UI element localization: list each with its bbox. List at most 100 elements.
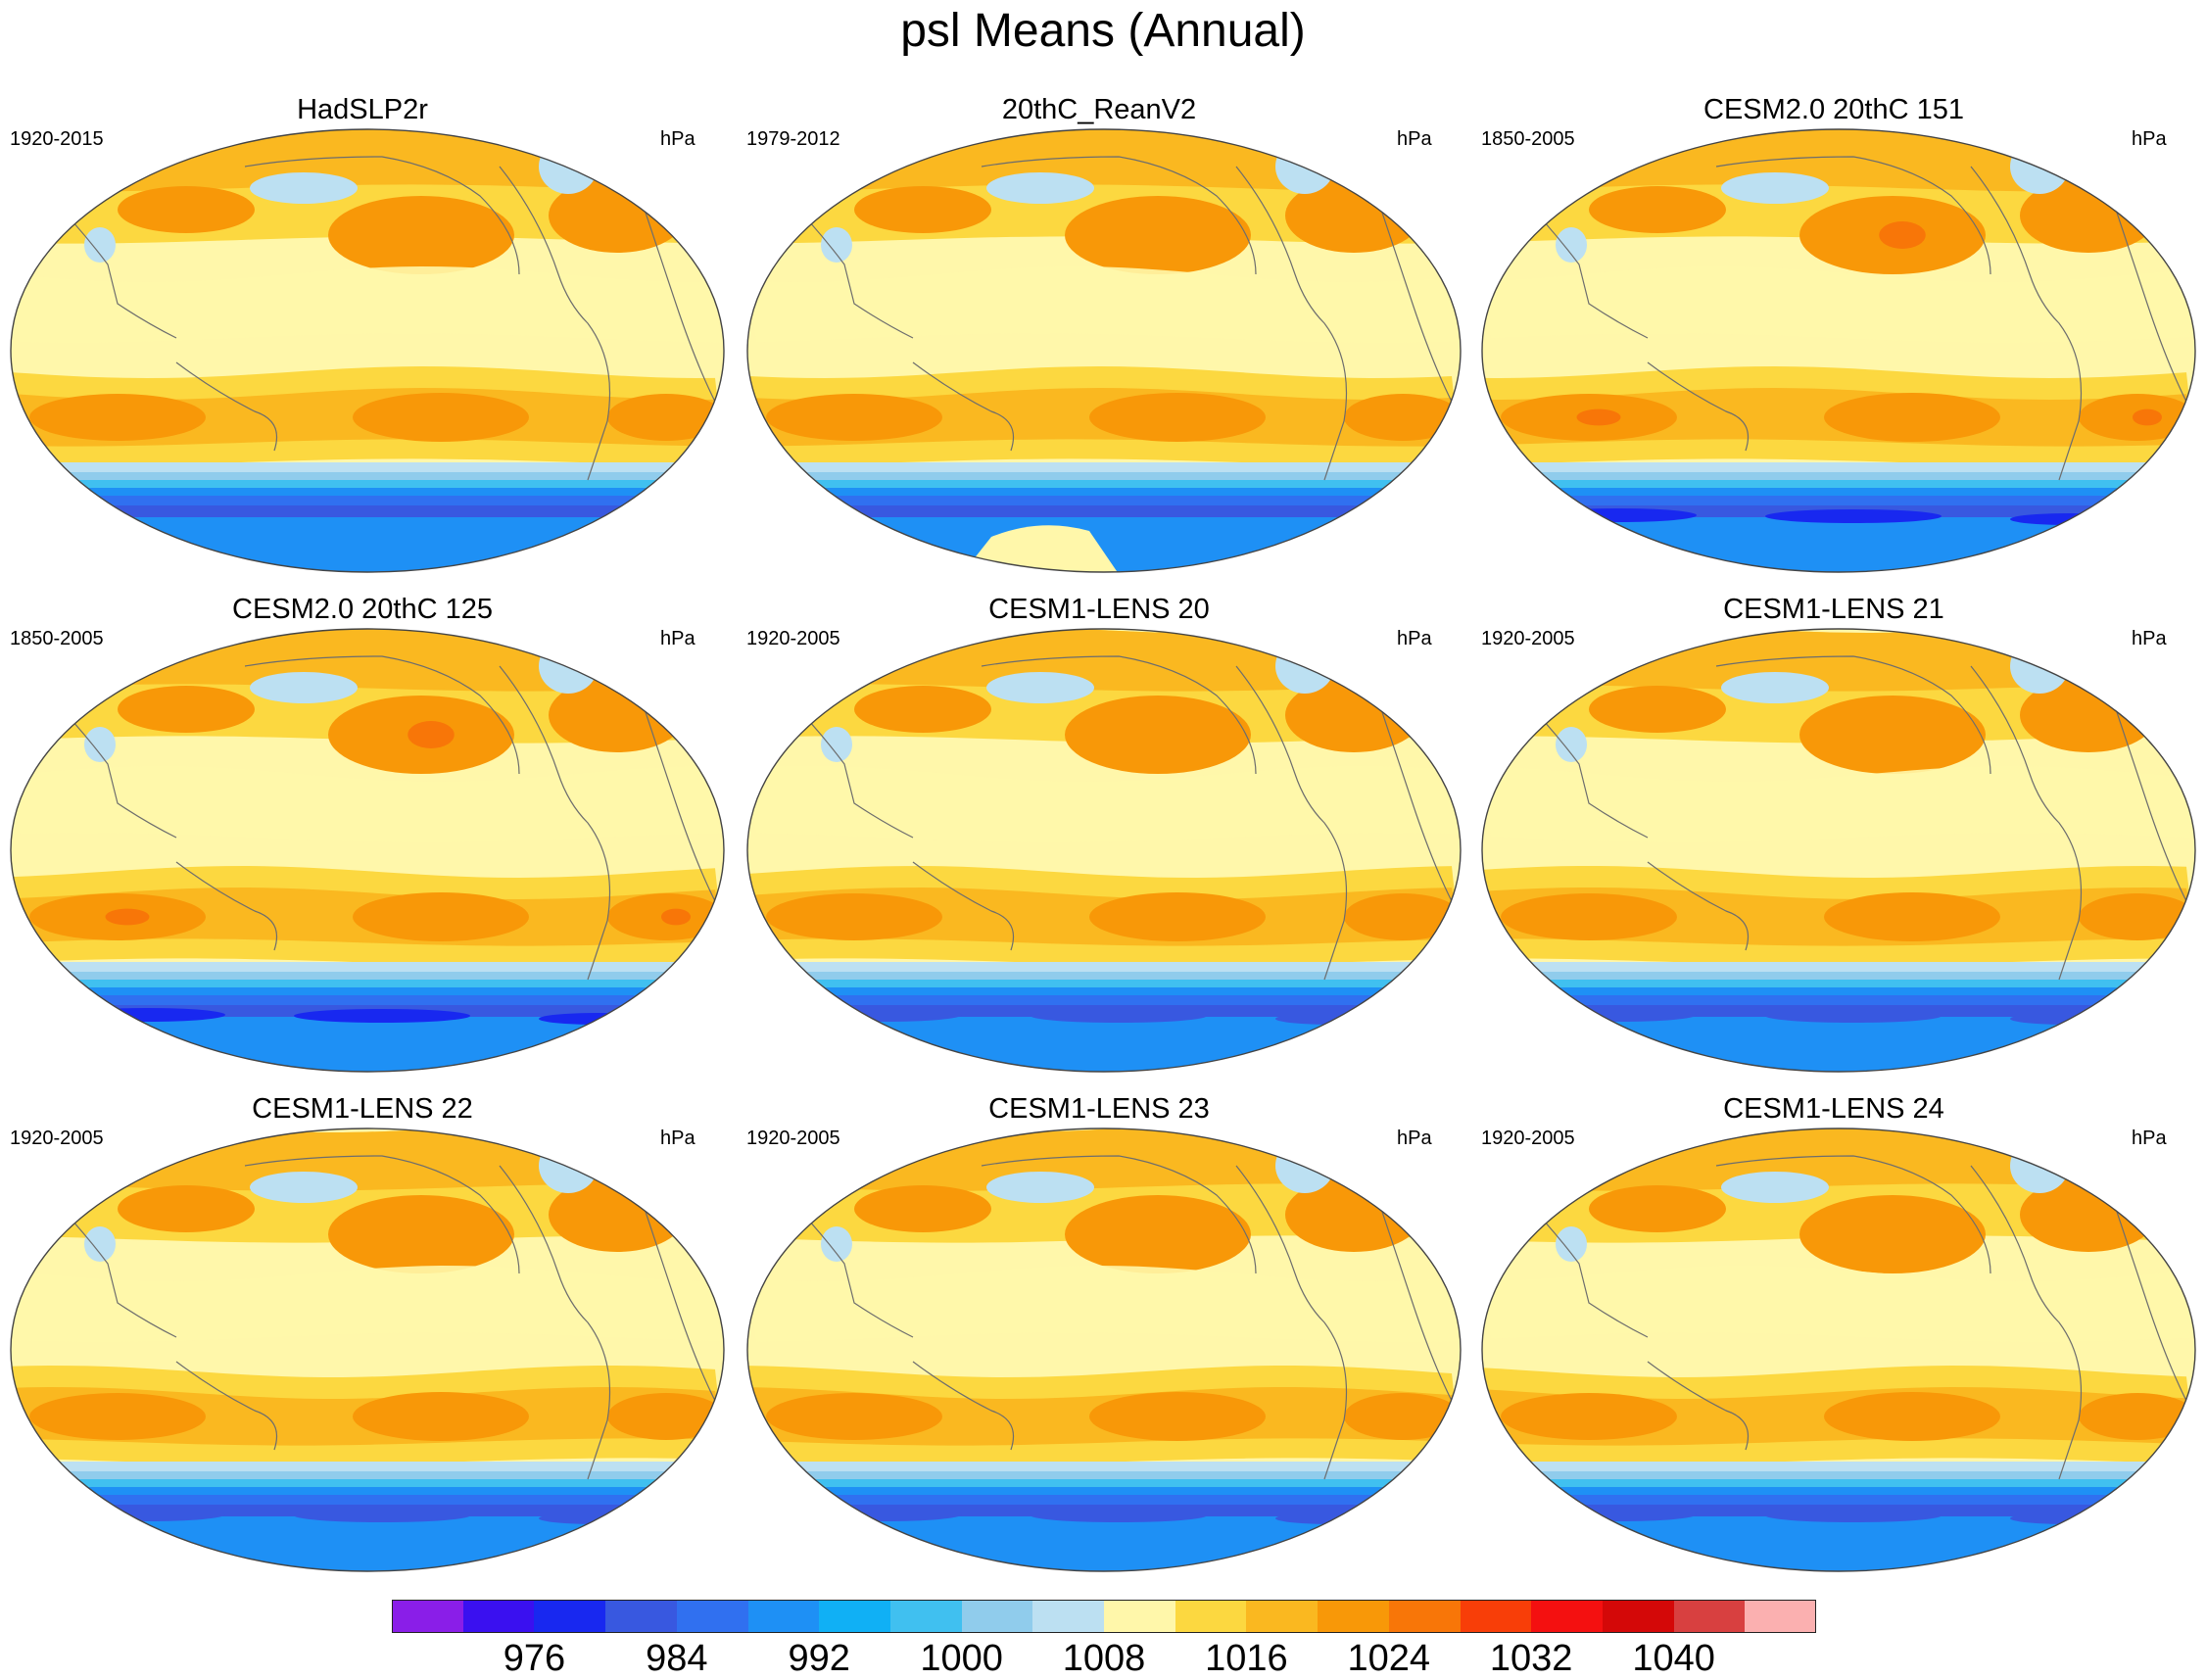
asian-monsoon-low bbox=[821, 1226, 852, 1262]
colorbar-box bbox=[1318, 1600, 1390, 1633]
aleutian-low bbox=[1721, 672, 1829, 703]
nh-pacific-high-east bbox=[1065, 1195, 1251, 1273]
psl-map bbox=[1481, 1128, 2196, 1572]
southern-ocean-band bbox=[11, 972, 724, 980]
southern-ocean-band bbox=[11, 1479, 724, 1487]
antarctic-region bbox=[1482, 1017, 2195, 1072]
coastline bbox=[1647, 361, 1750, 452]
coastline bbox=[244, 655, 520, 775]
asian-monsoon-low bbox=[821, 727, 852, 762]
aleutian-low bbox=[986, 672, 1094, 703]
map-panel: CESM1-LENS 23 1920-2005 hPa bbox=[737, 1091, 1462, 1581]
circumpolar-trough bbox=[1540, 1008, 1697, 1022]
colorbar-tick-label: 1032 bbox=[1489, 1638, 1573, 1679]
sh-atlantic-high bbox=[607, 1393, 724, 1440]
colorbar-box bbox=[534, 1600, 606, 1633]
sh-atlantic-high bbox=[2079, 893, 2195, 940]
nh-pacific-high-east-core bbox=[408, 721, 455, 748]
nh-pacific-high-east bbox=[328, 1195, 514, 1273]
sh-pacific-high bbox=[1089, 892, 1266, 941]
colorbar-tick-label: 1024 bbox=[1347, 1638, 1431, 1679]
circumpolar-trough bbox=[69, 1008, 225, 1022]
coastline bbox=[499, 166, 611, 481]
southern-ocean-band bbox=[1482, 488, 2195, 496]
sh-atlantic-high bbox=[1344, 893, 1461, 940]
coastline bbox=[912, 1361, 1015, 1451]
colorbar-box bbox=[1460, 1600, 1532, 1633]
colorbar-box bbox=[462, 1600, 535, 1633]
southern-ocean-band bbox=[1482, 480, 2195, 488]
asian-monsoon-low bbox=[84, 1226, 116, 1262]
southern-ocean-band bbox=[747, 972, 1461, 980]
colorbar-tick-label: 992 bbox=[788, 1638, 850, 1679]
panel-units: hPa bbox=[2132, 1128, 2167, 1149]
coastline bbox=[912, 861, 1015, 951]
aleutian-low bbox=[1721, 1172, 1829, 1203]
sh-pacific-high bbox=[353, 892, 529, 941]
sh-indian-high-core bbox=[105, 908, 150, 926]
coastline bbox=[636, 185, 716, 403]
circumpolar-trough bbox=[1031, 1509, 1207, 1522]
circumpolar-trough bbox=[805, 1008, 962, 1022]
nh-pacific-high bbox=[1589, 186, 1726, 233]
icelandic-low bbox=[1275, 639, 1334, 694]
map-outline bbox=[10, 1128, 725, 1572]
aleutian-low bbox=[250, 672, 358, 703]
southern-ocean-band bbox=[11, 987, 724, 995]
southern-ocean-band bbox=[1482, 1462, 2195, 1471]
southern-ocean-band bbox=[11, 1487, 724, 1495]
psl-map bbox=[10, 128, 725, 573]
map-outline bbox=[1481, 1128, 2196, 1572]
panel-units: hPa bbox=[660, 128, 695, 150]
colorbar-tick-label: 1040 bbox=[1632, 1638, 1715, 1679]
psl-map bbox=[1481, 128, 2196, 573]
colorbar-tick-label: 984 bbox=[646, 1638, 708, 1679]
tropical-band bbox=[11, 766, 724, 842]
southern-ocean-band bbox=[1482, 972, 2195, 980]
sh-indian-high bbox=[29, 1393, 206, 1440]
antarctic-high bbox=[962, 525, 1119, 572]
tropical-band bbox=[747, 1266, 1461, 1342]
coastline bbox=[1970, 665, 2083, 981]
nh-band-1020 bbox=[747, 129, 1461, 192]
southern-ocean-band bbox=[11, 1471, 724, 1479]
nh-pacific-high bbox=[118, 186, 255, 233]
panel-units: hPa bbox=[2132, 628, 2167, 649]
map-panel: HadSLP2r 1920-2015 hPa bbox=[0, 92, 725, 582]
panel-units: hPa bbox=[2132, 128, 2167, 150]
map-outline bbox=[746, 128, 1462, 573]
aleutian-low bbox=[986, 172, 1094, 204]
panel-period: 1920-2005 bbox=[1481, 1128, 1575, 1149]
nh-band-1020 bbox=[11, 129, 724, 192]
panel-period: 1920-2015 bbox=[10, 128, 104, 150]
colorbar-box bbox=[1388, 1600, 1461, 1633]
coastline bbox=[1235, 1165, 1348, 1480]
coastline bbox=[244, 156, 520, 275]
nh-pacific-high bbox=[1589, 686, 1726, 733]
colorbar-box bbox=[1104, 1600, 1176, 1633]
nh-pacific-high bbox=[118, 1185, 255, 1232]
southern-ocean-band bbox=[747, 462, 1461, 472]
coastline bbox=[636, 685, 716, 902]
southern-ocean-band bbox=[1482, 1471, 2195, 1479]
antarctic-region bbox=[1482, 1516, 2195, 1571]
colorbar-box bbox=[889, 1600, 963, 1633]
sh-pacific-high bbox=[1824, 1392, 2000, 1441]
panel-title: CESM1-LENS 21 bbox=[1723, 594, 1944, 625]
southern-ocean-band bbox=[747, 995, 1461, 1005]
panel-period: 1850-2005 bbox=[1481, 128, 1575, 150]
coastline bbox=[1235, 166, 1348, 481]
panel-units: hPa bbox=[660, 1128, 695, 1149]
colorbar-box bbox=[1745, 1600, 1817, 1633]
coastline bbox=[175, 861, 278, 951]
coastline bbox=[1372, 1184, 1453, 1402]
southern-ocean-band bbox=[11, 962, 724, 972]
nh-pacific-high-east bbox=[1065, 196, 1251, 274]
sh-pacific-high bbox=[1089, 393, 1266, 442]
psl-map bbox=[10, 1128, 725, 1572]
tropical-band bbox=[11, 266, 724, 343]
map-panel: CESM1-LENS 24 1920-2005 hPa bbox=[1471, 1091, 2196, 1581]
southern-ocean-band bbox=[747, 1471, 1461, 1479]
sh-indian-high bbox=[1501, 893, 1677, 940]
circumpolar-trough bbox=[294, 1509, 470, 1522]
